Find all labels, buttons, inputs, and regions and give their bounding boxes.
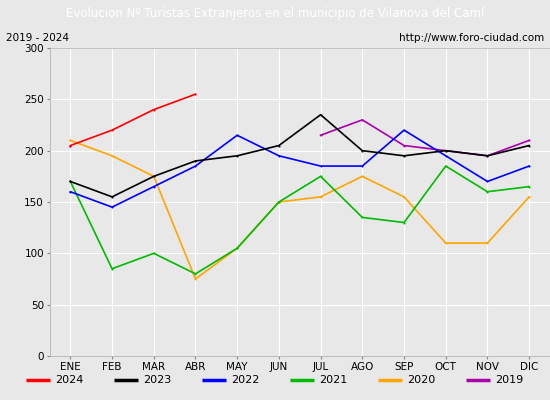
Text: 2022: 2022 [231, 375, 260, 385]
Text: 2024: 2024 [55, 375, 84, 385]
Text: Evolucion Nº Turistas Extranjeros en el municipio de Vilanova del Camí: Evolucion Nº Turistas Extranjeros en el … [66, 8, 484, 20]
Text: 2023: 2023 [143, 375, 171, 385]
Text: 2021: 2021 [319, 375, 347, 385]
Text: 2019: 2019 [495, 375, 523, 385]
Text: 2019 - 2024: 2019 - 2024 [6, 33, 69, 43]
Text: 2020: 2020 [407, 375, 435, 385]
Text: http://www.foro-ciudad.com: http://www.foro-ciudad.com [399, 33, 544, 43]
